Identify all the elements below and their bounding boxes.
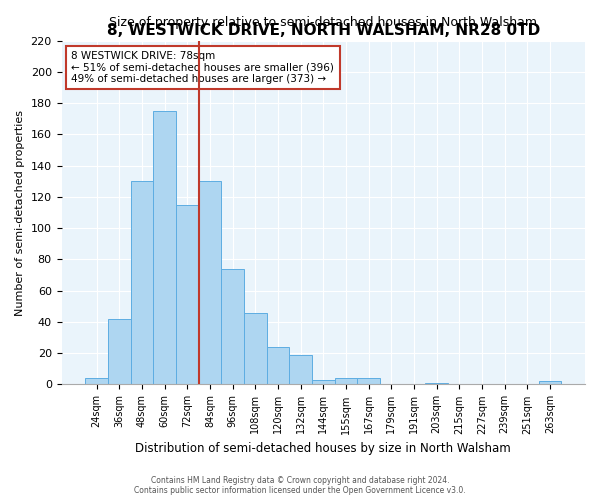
Bar: [289, 355, 312, 384]
Bar: [176, 205, 199, 384]
Y-axis label: Number of semi-detached properties: Number of semi-detached properties: [15, 110, 25, 316]
Bar: [357, 378, 380, 384]
Bar: [335, 378, 357, 384]
Bar: [425, 383, 448, 384]
Bar: [266, 347, 289, 385]
Bar: [244, 312, 266, 384]
Text: 8 WESTWICK DRIVE: 78sqm
← 51% of semi-detached houses are smaller (396)
49% of s: 8 WESTWICK DRIVE: 78sqm ← 51% of semi-de…: [71, 51, 334, 84]
Text: Size of property relative to semi-detached houses in North Walsham: Size of property relative to semi-detach…: [109, 16, 537, 30]
X-axis label: Distribution of semi-detached houses by size in North Walsham: Distribution of semi-detached houses by …: [136, 442, 511, 455]
Bar: [85, 378, 108, 384]
Text: Contains HM Land Registry data © Crown copyright and database right 2024.
Contai: Contains HM Land Registry data © Crown c…: [134, 476, 466, 495]
Bar: [154, 111, 176, 384]
Bar: [199, 182, 221, 384]
Bar: [312, 380, 335, 384]
Bar: [539, 382, 561, 384]
Title: 8, WESTWICK DRIVE, NORTH WALSHAM, NR28 0TD: 8, WESTWICK DRIVE, NORTH WALSHAM, NR28 0…: [107, 23, 540, 38]
Bar: [108, 319, 131, 384]
Bar: [131, 182, 154, 384]
Bar: [221, 269, 244, 384]
